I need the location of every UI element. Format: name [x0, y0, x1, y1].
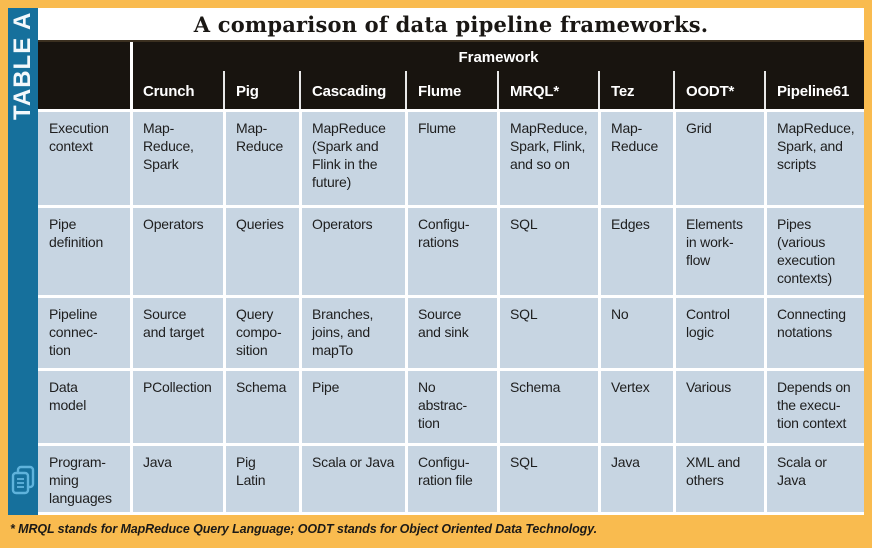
table-cell: MapReduce, Spark, and scripts: [767, 112, 864, 205]
table-cell: Branches, joins, and mapTo: [302, 298, 405, 368]
table-cell: Schema: [226, 371, 299, 443]
table-header: Framework Crunch Pig Cascading Flume MRQL* Te…: [38, 40, 864, 109]
table-cell: Scala or Java: [767, 446, 864, 512]
column-header-row: Crunch Pig Cascading Flume MRQL* Tez OODT* Pipe…: [38, 42, 864, 109]
table-cell: SQL: [500, 298, 598, 368]
table-cell: Control logic: [676, 298, 764, 368]
row-label: Data model: [38, 371, 130, 443]
header-stub-cell: [38, 42, 130, 109]
table-cell: Configu- ration file: [408, 446, 497, 512]
column-header-oodt: OODT*: [673, 42, 764, 109]
table-cell: Edges: [601, 208, 673, 295]
column-header-pig: Pig: [223, 42, 299, 109]
table-label: TABLE A: [9, 12, 36, 121]
table-cell: Java: [601, 446, 673, 512]
table-cell: Schema: [500, 371, 598, 443]
table-cell: Elements in work- flow: [676, 208, 764, 295]
table-cell: SQL: [500, 446, 598, 512]
table-panel: A comparison of data pipeline frameworks…: [38, 8, 864, 515]
column-header-flume: Flume: [405, 42, 497, 109]
row-label: Pipe definition: [38, 208, 130, 295]
table-cell: XML and others: [676, 446, 764, 512]
table-cell: Source and target: [133, 298, 223, 368]
table-cell: Configu- rations: [408, 208, 497, 295]
table-cell: Java: [133, 446, 223, 512]
table-cell: Map- Reduce, Spark: [133, 112, 223, 205]
table-cell: Pig Latin: [226, 446, 299, 512]
table-cell: Source and sink: [408, 298, 497, 368]
table-body: Execution context Map- Reduce, Spark Map- …: [38, 109, 864, 515]
table-cell: No abstrac- tion: [408, 371, 497, 443]
table-cell: Query compo- sition: [226, 298, 299, 368]
table-cell: PCollection: [133, 371, 223, 443]
row-label: Pipeline connec- tion: [38, 298, 130, 368]
table-cell: Map- Reduce: [226, 112, 299, 205]
table-title: A comparison of data pipeline frameworks…: [193, 11, 709, 37]
table-cell: No: [601, 298, 673, 368]
table-cell: Pipes (various execution contexts): [767, 208, 864, 295]
header-stub-separator: [130, 42, 133, 109]
table-cell: Operators: [302, 208, 405, 295]
table-cell: Vertex: [601, 371, 673, 443]
framework-group-label: Framework: [458, 49, 539, 66]
column-header-cascading: Cascading: [299, 42, 405, 109]
column-header-crunch: Crunch: [143, 83, 195, 100]
table-cell: Depends on the execu- tion context: [767, 371, 864, 443]
stacked-documents-icon: [10, 464, 37, 507]
row-label: Execution context: [38, 112, 130, 205]
table-cell: Scala or Java: [302, 446, 405, 512]
column-header-pipeline61: Pipeline61: [764, 42, 864, 109]
table-cell: Map- Reduce: [601, 112, 673, 205]
side-strip: TABLE A: [8, 8, 38, 515]
table-cell: Grid: [676, 112, 764, 205]
table-cell: MapReduce, Spark, Flink, and so on: [500, 112, 598, 205]
table-cell: Various: [676, 371, 764, 443]
table-cell: Queries: [226, 208, 299, 295]
table-cell: Operators: [133, 208, 223, 295]
table-cell: Connecting notations: [767, 298, 864, 368]
table-footnote: * MRQL stands for MapReduce Query Langua…: [0, 515, 872, 548]
table-cell: Flume: [408, 112, 497, 205]
column-header-tez: Tez: [598, 42, 673, 109]
row-label: Program- ming languages: [38, 446, 130, 512]
column-header-mrql: MRQL*: [497, 42, 598, 109]
table-cell: MapReduce (Spark and Flink in the future…: [302, 112, 405, 205]
table-cell: Pipe: [302, 371, 405, 443]
table-cell: SQL: [500, 208, 598, 295]
